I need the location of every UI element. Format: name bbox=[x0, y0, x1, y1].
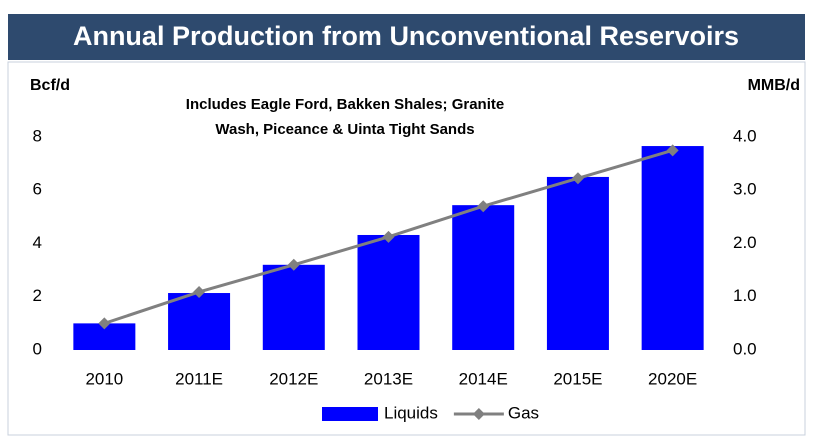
bar bbox=[168, 293, 231, 350]
marker bbox=[98, 317, 111, 330]
y-tick-label: 6 bbox=[33, 180, 42, 199]
y-tick-label: 8 bbox=[33, 126, 42, 145]
marker bbox=[571, 172, 584, 185]
x-tick-label: 2013E bbox=[364, 369, 413, 388]
y-axis-title: Bcf/d bbox=[30, 77, 70, 94]
legend-swatch bbox=[322, 407, 378, 421]
y2-tick-label: 0.0 bbox=[733, 339, 757, 358]
marker bbox=[193, 285, 206, 298]
legend-label: Liquids bbox=[384, 403, 438, 422]
y2-axis-title: MMB/d bbox=[748, 77, 800, 94]
marker bbox=[382, 230, 395, 243]
annotation: Wash, Piceance & Uinta Tight Sands bbox=[215, 121, 474, 138]
x-tick-label: 2012E bbox=[269, 369, 318, 388]
bar bbox=[357, 234, 420, 350]
marker bbox=[287, 258, 300, 271]
legend-swatch bbox=[472, 408, 485, 420]
y2-tick-label: 1.0 bbox=[733, 286, 757, 305]
x-tick-label: 2015E bbox=[553, 369, 602, 388]
annotation: Includes Eagle Ford, Bakken Shales; Gran… bbox=[186, 96, 504, 113]
bar bbox=[262, 264, 325, 350]
title-bar bbox=[8, 14, 805, 60]
legend-label: Gas bbox=[508, 403, 539, 422]
bar bbox=[452, 205, 515, 350]
x-tick-label: 2020E bbox=[648, 369, 697, 388]
y2-tick-label: 2.0 bbox=[733, 233, 757, 252]
y-tick-label: 0 bbox=[33, 339, 42, 358]
marker bbox=[477, 200, 490, 213]
x-tick-label: 2011E bbox=[175, 369, 223, 388]
x-tick-label: 2010 bbox=[85, 369, 123, 388]
y2-tick-label: 4.0 bbox=[733, 126, 757, 145]
y2-tick-label: 3.0 bbox=[733, 180, 757, 199]
marker bbox=[666, 144, 679, 157]
y-tick-label: 2 bbox=[33, 286, 42, 305]
y-tick-label: 4 bbox=[33, 233, 42, 252]
x-tick-label: 2014E bbox=[459, 369, 508, 388]
chart-title: Annual Production from Unconventional Re… bbox=[73, 21, 739, 51]
bar bbox=[546, 176, 609, 350]
bar bbox=[641, 146, 704, 350]
